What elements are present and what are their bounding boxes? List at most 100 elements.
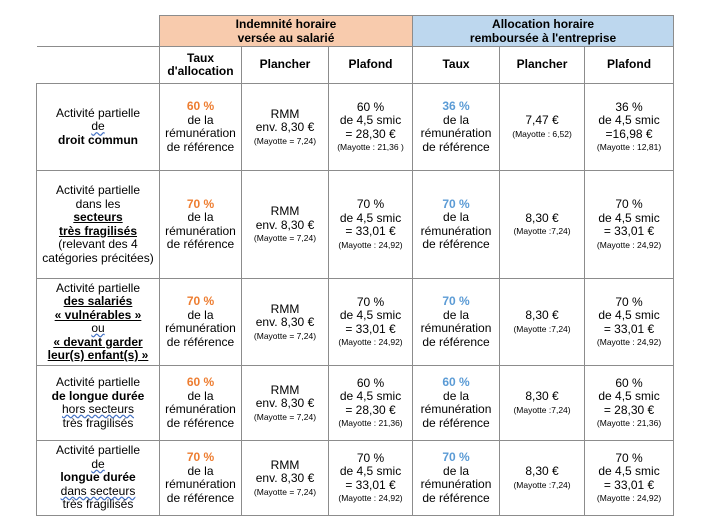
blank-corner-2 xyxy=(36,46,160,84)
alloc-plafond-text: de 4,5 smic xyxy=(598,210,660,225)
plafond-text: de 4,5 smic xyxy=(339,210,402,225)
row-label-line: dans les xyxy=(75,196,121,211)
plafond-text: de 4,5 smic xyxy=(339,464,402,479)
plafond-text: 60 % xyxy=(356,99,385,114)
plafond-cell: 60 % de 4,5 smic = 28,30 € (Mayotte : 21… xyxy=(327,83,414,171)
alloc-text: de la xyxy=(443,307,470,322)
table-row: Activité partielle des salariés « vulnér… xyxy=(36,278,675,366)
alloc-plancher-cell: 8,30 € (Mayotte :7,24) xyxy=(499,440,586,516)
activite-partielle-table: Indemnité horaire versée au salarié Allo… xyxy=(36,15,675,516)
alloc-taux-cell: 70 % de la rémunération de référence xyxy=(412,278,501,366)
taux-text: de référence xyxy=(166,334,235,349)
alloc-plancher-value: 8,30 € xyxy=(525,210,559,225)
plancher-text: RMM xyxy=(270,301,300,316)
row-label-line: secteurs xyxy=(73,210,123,224)
taux-allocation-cell: 70 % de la rémunération de référence xyxy=(159,170,242,279)
mayotte-note: (Mayotte : 21,36) xyxy=(338,418,403,429)
mayotte-note: (Mayotte : 24,92) xyxy=(596,493,662,504)
taux-text: rémunération xyxy=(165,321,236,335)
table-row: Activité partielle de longue durée dans … xyxy=(36,440,675,516)
taux-pct: 70 % xyxy=(186,294,215,308)
mayotte-note: (Mayotte : 12,81) xyxy=(596,142,662,153)
taux-text: de la xyxy=(187,112,214,127)
alloc-text: rémunération xyxy=(420,223,492,238)
alloc-taux-cell: 60 % de la rémunération de référence xyxy=(412,365,501,441)
row-label: Activité partielle de longue durée hors … xyxy=(36,365,160,441)
alloc-plancher-value: 8,30 € xyxy=(525,308,559,323)
header-allocation-line1: Allocation horaire xyxy=(492,17,595,31)
row-label-line: de longue durée xyxy=(51,388,145,403)
plafond-text: = 33,01 € xyxy=(345,477,396,492)
header-indemnite-line1: Indemnité horaire xyxy=(235,17,337,31)
taux-text: rémunération xyxy=(165,223,236,238)
taux-allocation-cell: 70 % de la rémunération de référence xyxy=(159,278,242,366)
row-label: Activité partielle dans les secteurs trè… xyxy=(36,170,160,279)
mayotte-note: (Mayotte :7,24) xyxy=(513,323,571,334)
header-allocation-line2: remboursée à l'entreprise xyxy=(469,31,617,45)
taux-text: rémunération xyxy=(165,126,236,140)
taux-text: de référence xyxy=(166,490,235,505)
plancher-cell: RMM env. 8,30 € (Mayotte = 7,24) xyxy=(241,365,329,441)
mayotte-note: (Mayotte : 24,92) xyxy=(338,337,403,348)
alloc-plancher-value: 8,30 € xyxy=(525,464,559,479)
col-taux-allocation: Taux d'allocation xyxy=(159,46,242,84)
alloc-plafond-cell: 60 % de 4,5 smic = 28,30 € (Mayotte : 21… xyxy=(584,365,675,441)
taux-text: rémunération xyxy=(165,477,236,491)
plancher-text: RMM xyxy=(270,204,300,218)
table-row: Activité partielle dans les secteurs trè… xyxy=(36,170,675,279)
blank-corner xyxy=(36,15,160,47)
plancher-text: env. 8,30 € xyxy=(255,315,315,329)
row-label-line: leur(s) enfant(s) » xyxy=(47,348,149,362)
alloc-plafond-text: = 28,30 € xyxy=(603,402,655,417)
alloc-pct: 60 % xyxy=(442,375,470,389)
table-row: Activité partielle de droit commun 60 % … xyxy=(36,83,675,171)
row-label-line: longue durée xyxy=(60,470,136,485)
plafond-text: = 33,01 € xyxy=(345,321,396,336)
alloc-plancher-cell: 8,30 € (Mayotte :7,24) xyxy=(499,278,586,366)
alloc-pct: 36 % xyxy=(442,99,470,113)
row-label-line: dans secteurs xyxy=(60,483,136,498)
plancher-cell: RMM env. 8,30 € (Mayotte = 7,24) xyxy=(241,170,329,279)
plancher-text: env. 8,30 € xyxy=(255,120,315,134)
row-label-line: catégories précitées) xyxy=(42,250,154,265)
taux-text: de référence xyxy=(166,139,235,154)
mayotte-note: (Mayotte : 6,52) xyxy=(512,128,572,139)
alloc-text: de la xyxy=(443,463,470,478)
alloc-pct: 70 % xyxy=(442,196,470,211)
taux-text: de la xyxy=(187,210,214,224)
alloc-plafond-cell: 70 % de 4,5 smic = 33,01 € (Mayotte : 24… xyxy=(584,440,675,516)
taux-text: de référence xyxy=(166,237,235,251)
alloc-plafond-text: = 33,01 € xyxy=(603,477,655,492)
plafond-text: = 28,30 € xyxy=(345,126,396,141)
plafond-text: 60 % xyxy=(356,375,385,390)
alloc-plafond-text: =16,98 € xyxy=(605,126,653,141)
plancher-cell: RMM env. 8,30 € (Mayotte = 7,24) xyxy=(241,83,329,171)
alloc-plafond-text: 70 % xyxy=(615,294,643,309)
alloc-plafond-text: 70 % xyxy=(615,197,643,212)
alloc-text: rémunération xyxy=(420,321,492,335)
plafond-cell: 60 % de 4,5 smic = 28,30 € (Mayotte : 21… xyxy=(327,365,414,441)
mayotte-note: (Mayotte : 24,92) xyxy=(338,239,403,250)
mayotte-note: (Mayotte = 7,24) xyxy=(253,233,317,243)
alloc-plafond-text: = 33,01 € xyxy=(603,224,655,239)
mayotte-note: (Mayotte :7,24) xyxy=(513,404,571,415)
plafond-text: de 4,5 smic xyxy=(339,308,402,323)
plafond-cell: 70 % de 4,5 smic = 33,01 € (Mayotte : 24… xyxy=(327,440,414,516)
alloc-text: de référence xyxy=(422,415,490,430)
alloc-text: de la xyxy=(443,388,470,403)
row-label-line: « devant garder xyxy=(53,334,143,349)
row-label-line: ou xyxy=(91,321,105,335)
alloc-plafond-text: 70 % xyxy=(615,450,643,465)
row-label-line: très fragilisés xyxy=(62,497,134,512)
taux-allocation-cell: 70 % de la rémunération de référence xyxy=(159,440,242,516)
mayotte-note: (Mayotte = 7,24) xyxy=(253,135,317,146)
row-label-line: droit commun xyxy=(58,132,138,147)
alloc-plafond-text: 60 % xyxy=(615,375,643,390)
row-label-line: très fragilisés xyxy=(62,415,134,430)
row-label-line: Activité partielle xyxy=(55,280,141,295)
row-label: Activité partielle de droit commun xyxy=(36,83,160,171)
plafond-text: 70 % xyxy=(356,294,385,309)
mayotte-note: (Mayotte : 21,36 ) xyxy=(337,142,404,153)
mayotte-note: (Mayotte :7,24) xyxy=(513,479,571,490)
alloc-plafond-text: de 4,5 smic xyxy=(598,464,660,479)
